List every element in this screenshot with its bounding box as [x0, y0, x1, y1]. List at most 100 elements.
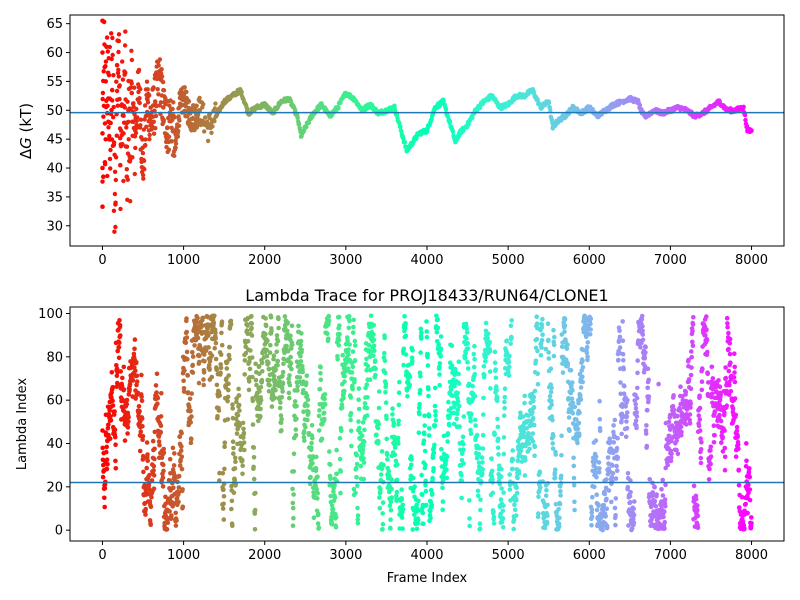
lambda-point: [426, 433, 432, 438]
lambda-point: [526, 441, 532, 446]
lambda-point: [297, 375, 303, 380]
dg-point: [221, 99, 227, 104]
lambda-point: [644, 443, 650, 449]
lambda-point: [346, 347, 351, 352]
lambda-point: [422, 423, 428, 428]
lambda-point: [464, 330, 470, 335]
dg-point: [210, 124, 215, 129]
lambda-point: [171, 463, 177, 468]
x-tick-label: 1000: [167, 548, 200, 563]
lambda-point: [347, 318, 352, 324]
dg-point: [169, 113, 174, 119]
lambda-point: [378, 472, 384, 477]
lambda-point: [621, 366, 626, 372]
lambda-point: [187, 404, 192, 410]
lambda-point: [699, 440, 704, 445]
lambda-point: [180, 487, 185, 492]
dg-point: [392, 105, 397, 110]
lambda-point: [535, 348, 540, 354]
lambda-point: [628, 478, 633, 483]
lambda-point: [231, 490, 237, 496]
lambda-point: [594, 475, 599, 480]
lambda-point: [240, 420, 246, 426]
lambda-point: [472, 417, 478, 423]
lambda-point: [377, 505, 383, 511]
lambda-point: [612, 417, 618, 423]
lambda-point: [384, 452, 390, 458]
lambda-point: [376, 389, 382, 394]
lambda-point: [472, 343, 477, 349]
lambda-point: [584, 345, 590, 350]
lambda-point: [201, 382, 206, 388]
lambda-point: [494, 387, 500, 393]
dg-point: [132, 134, 138, 139]
lambda-point: [506, 359, 512, 365]
dg-point: [137, 100, 142, 106]
lambda-point: [699, 379, 705, 385]
lambda-point: [454, 411, 460, 417]
lambda-point: [635, 370, 640, 376]
lambda-point: [626, 523, 631, 528]
lambda-point: [155, 395, 161, 401]
dg-point: [550, 125, 556, 130]
lambda-point: [285, 328, 290, 334]
lambda-point: [482, 372, 487, 378]
lambda-point: [240, 471, 245, 477]
lambda-point: [400, 506, 406, 512]
lambda-point: [292, 399, 298, 404]
lambda-point: [269, 329, 274, 334]
lambda-point: [232, 455, 238, 461]
dg-x-ticks: 0 1000 2000 3000 4000 5000 6000 7000 8000: [98, 246, 768, 268]
lambda-point: [725, 321, 730, 326]
lambda-point: [507, 353, 512, 359]
lambda-point: [590, 494, 595, 500]
lambda-point: [663, 504, 668, 509]
dg-point: [398, 124, 403, 129]
dg-point: [184, 89, 189, 95]
dg-point: [121, 178, 126, 184]
lambda-point: [613, 476, 619, 481]
lambda-point: [212, 345, 217, 351]
lambda-point: [251, 445, 257, 450]
lambda-point: [259, 360, 265, 366]
lambda-point: [138, 429, 144, 435]
lambda-point: [695, 513, 701, 519]
lambda-point: [491, 521, 497, 526]
lambda-point: [580, 358, 585, 364]
dg-point: [111, 208, 117, 213]
dg-point: [453, 139, 458, 145]
lambda-point: [197, 353, 202, 359]
lambda-point: [564, 346, 570, 351]
y-tick-label: 50: [46, 104, 63, 119]
lambda-point: [690, 339, 695, 345]
lambda-point: [139, 394, 144, 400]
lambda-point: [601, 502, 607, 508]
lambda-point: [263, 316, 268, 321]
dg-point: [152, 108, 157, 113]
lambda-point: [226, 381, 231, 387]
lambda-point: [290, 486, 295, 492]
lambda-point: [342, 379, 347, 384]
lambda-point: [108, 417, 114, 423]
lambda-point: [540, 332, 545, 338]
dg-point: [172, 128, 177, 133]
lambda-point: [249, 355, 255, 360]
lambda-point: [246, 379, 252, 384]
dg-point: [124, 174, 130, 179]
lambda-point: [368, 350, 373, 355]
dg-point: [201, 102, 206, 107]
lambda-point: [274, 333, 280, 338]
lambda-point: [500, 525, 506, 530]
lambda-point: [621, 391, 627, 397]
dg-point: [465, 122, 470, 127]
dg-point: [186, 99, 192, 104]
lambda-point: [299, 331, 304, 336]
dg-point: [169, 139, 174, 144]
lambda-point: [468, 418, 474, 424]
lambda-point: [421, 438, 427, 444]
dg-point: [445, 114, 451, 120]
lambda-point: [134, 373, 140, 379]
lambda-panel: Lambda Trace for PROJ18433/RUN64/CLONE1 …: [15, 286, 785, 586]
lambda-point: [396, 402, 402, 408]
lambda-point: [512, 502, 517, 508]
